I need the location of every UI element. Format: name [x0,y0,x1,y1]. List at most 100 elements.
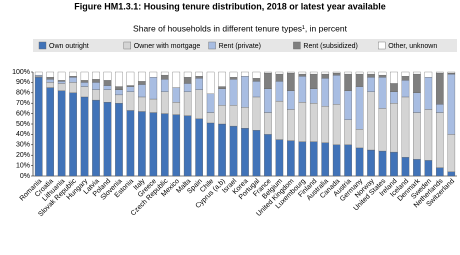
bar-segment [229,105,238,127]
bar-segment [138,111,146,177]
bar-segment [92,89,100,101]
bar-segment [367,73,375,78]
bar-segment [413,159,421,177]
bar-segment [355,71,364,75]
bar-segment [206,112,215,124]
bar-segment [401,71,410,77]
bar-segment [126,110,135,177]
bar-segment [424,71,433,78]
y-tick-label: 80% [16,90,30,97]
bar-segment [160,74,169,80]
bar-segment [57,90,66,177]
bar-segment [115,71,123,87]
bar-segment [92,79,100,83]
bar-segment [344,73,352,91]
legend-swatch [378,41,386,50]
bar-segment [413,73,421,93]
bar-segment [80,96,89,177]
bar-segment [126,91,135,111]
bar-segment [378,150,387,177]
bar-segment [229,71,238,78]
bar-segment [103,80,112,86]
bar-segment [287,72,295,91]
bar-segment [424,77,433,110]
bar-segment [264,134,272,177]
bar-segment [390,151,398,177]
bar-segment [57,71,66,81]
bar-segment [413,92,421,113]
legend-swatch [38,41,47,50]
bar-segment [355,147,364,177]
bar-segment [183,77,192,84]
legend-box [33,39,457,52]
bar-segment [344,119,352,145]
legend-label: Rent (private) [219,43,261,50]
bar-segment [195,76,203,79]
bar-segment [103,85,112,90]
bar-segment [287,140,295,177]
bar-segment [57,80,66,82]
bar-segment [206,122,215,177]
bar-segment [252,81,261,98]
bar-segment [378,74,387,78]
bar-segment [206,93,215,113]
bar-segment [401,96,410,158]
bar-segment [298,141,307,177]
bar-segment [252,96,261,131]
bar-segment [172,87,181,103]
y-tick-label: 50% [16,121,30,128]
bar-segment [115,86,123,90]
bar-segment [218,88,226,106]
legend-label: Other, unknown [388,43,437,50]
bar-segment [115,89,123,96]
bar-segment [355,73,364,87]
bar-segment [309,103,318,142]
bar-segment [264,88,272,113]
bar-segment [275,71,284,75]
bar-segment [229,125,238,177]
bar-segment [80,80,89,83]
bar-segment [46,82,55,88]
bar-segment [46,87,55,177]
bar-segment [390,91,398,104]
y-tick-label: 40% [16,131,30,138]
bar-segment [57,83,66,91]
bar-segment [34,74,43,77]
y-tick-label: 0% [20,173,30,180]
bar-segment [34,77,43,177]
y-tick-label: 70% [16,100,30,107]
bar-segment [435,71,444,74]
bar-segment [183,83,192,92]
bar-segment [435,112,444,168]
bar-segment [401,157,410,177]
bar-segment [241,128,249,177]
bar-segment [401,76,410,81]
bar-segment [138,71,146,82]
bar-segment [344,71,352,75]
bar-segment [115,103,123,177]
chart-title: Figure HM1.3.1: Housing tenure distribut… [74,1,386,11]
bar-segment [46,77,55,80]
bar-segment [298,102,307,142]
bar-segment [183,71,192,78]
bar-segment [275,73,284,82]
bar-segment [298,73,307,77]
bar-segment [218,86,226,89]
bar-segment [218,105,226,125]
bar-segment [229,79,238,106]
bar-segment [264,72,272,89]
bar-segment [298,71,307,75]
bar-segment [149,112,158,177]
bar-segment [355,129,364,149]
bar-segment [92,99,100,177]
bar-segment [390,71,398,84]
bar-segment [103,89,112,103]
bar-segment [69,92,77,177]
bar-segment [344,144,352,177]
legend-swatch [293,41,301,50]
bar-segment [275,100,284,140]
bar-segment [344,90,352,120]
bar-segment [229,77,238,80]
bar-segment [287,71,295,74]
